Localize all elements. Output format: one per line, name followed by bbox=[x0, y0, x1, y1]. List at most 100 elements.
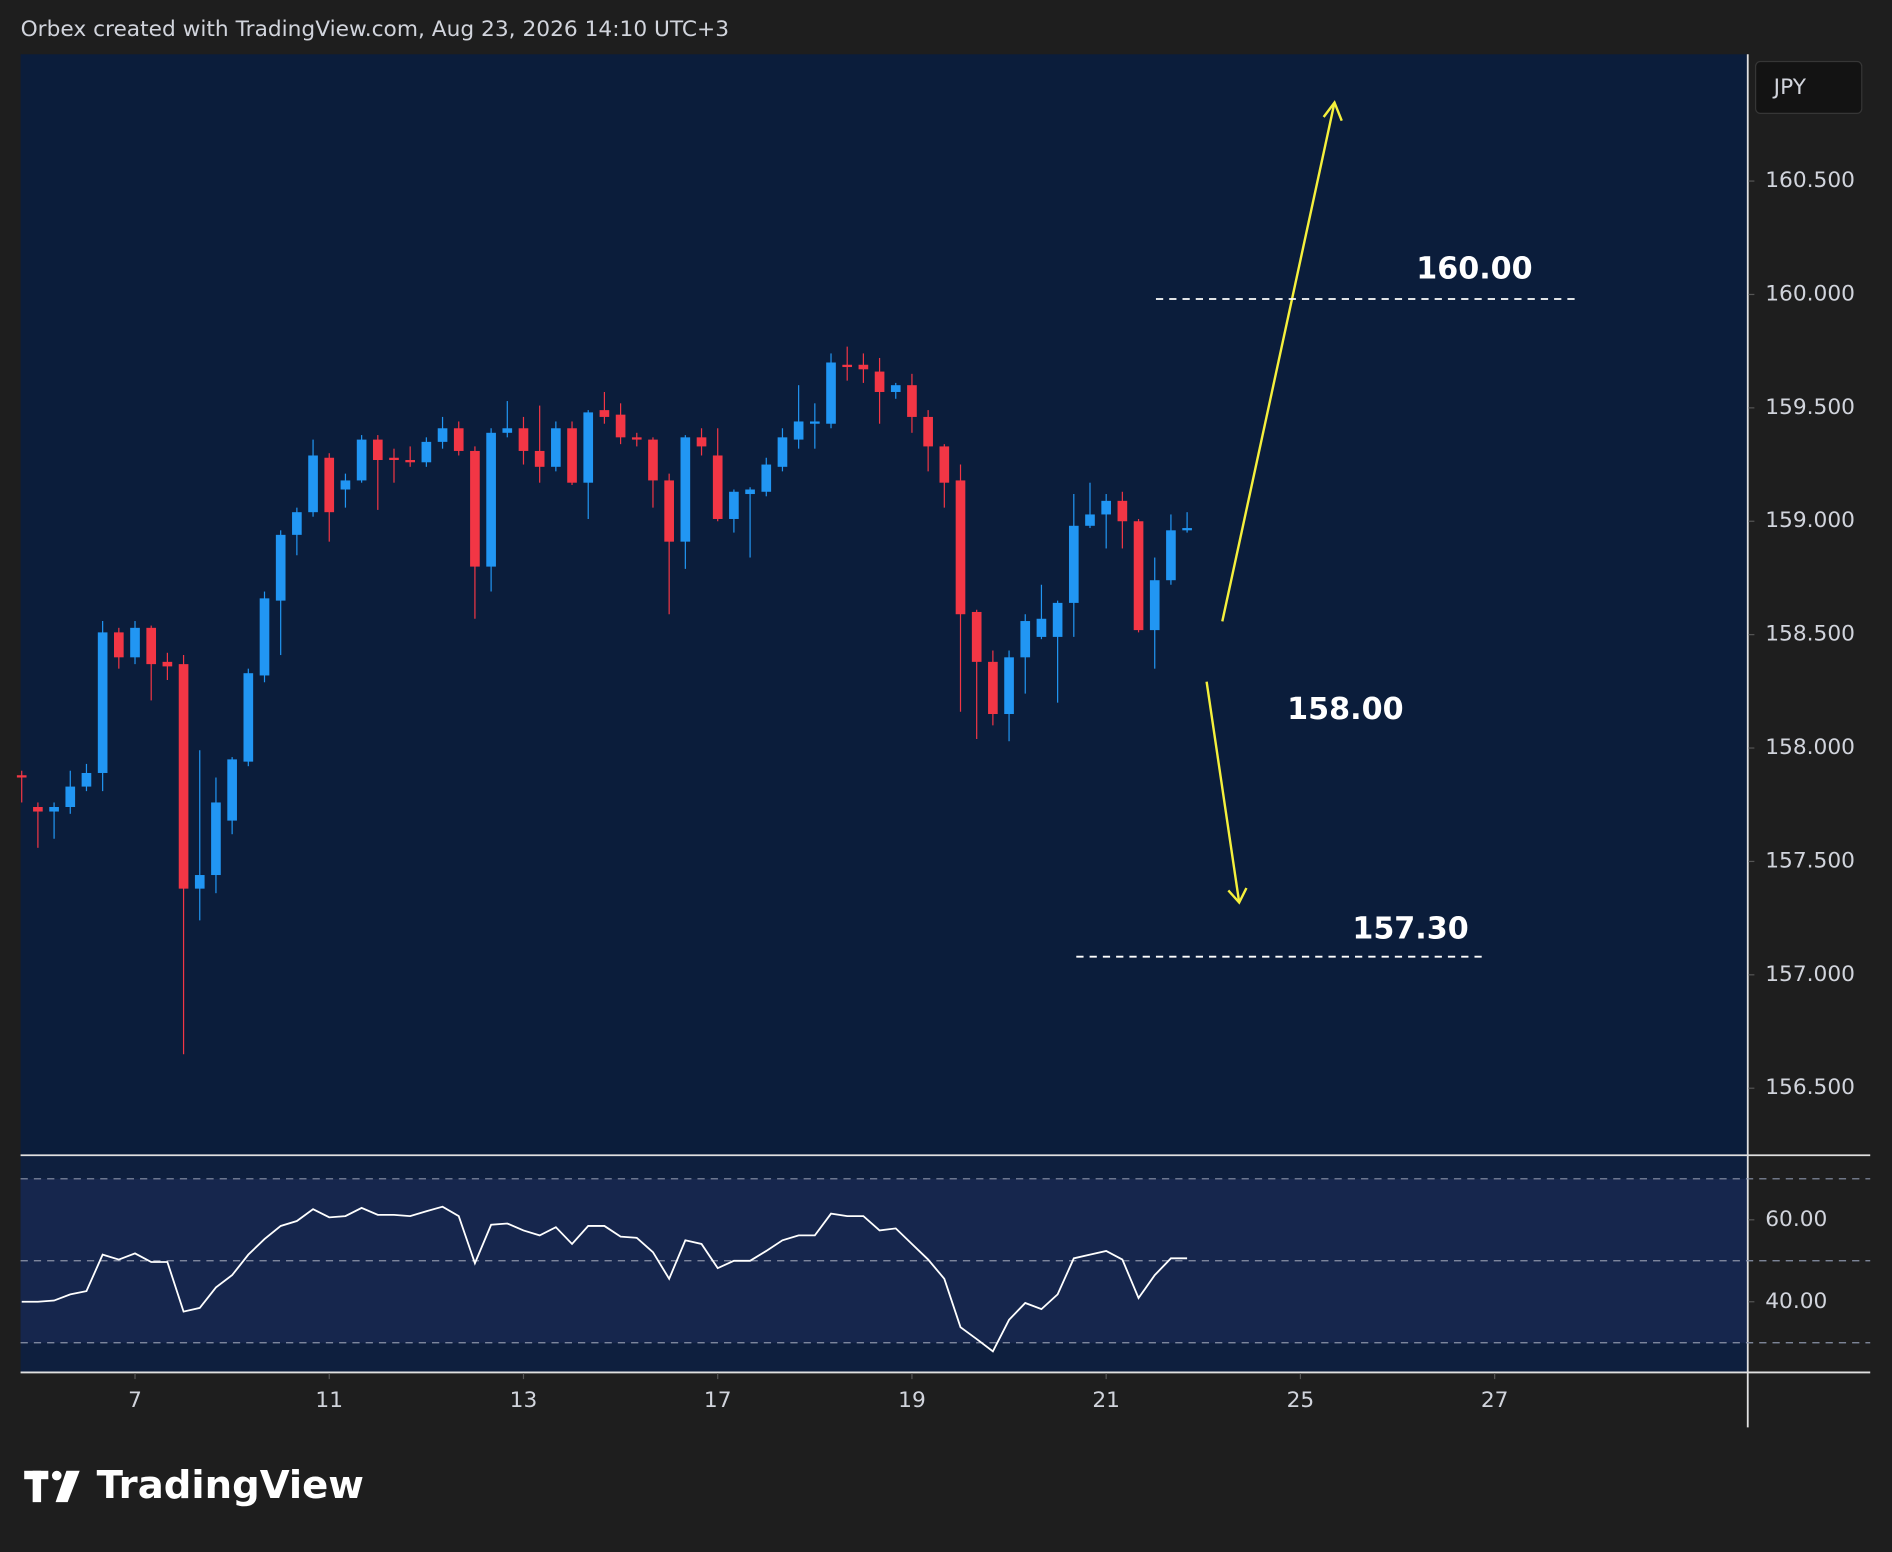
candle-body bbox=[680, 437, 691, 542]
candle-body bbox=[146, 627, 157, 665]
candle-body bbox=[81, 772, 92, 787]
candle-body bbox=[729, 491, 739, 519]
y-tick-label: 160.500 bbox=[1765, 168, 1855, 193]
candle-body bbox=[1085, 514, 1095, 526]
candle-body bbox=[1052, 602, 1063, 637]
y-tick-label: 158.500 bbox=[1765, 622, 1855, 647]
candle-body bbox=[275, 534, 286, 601]
x-tick-label: 11 bbox=[315, 1388, 343, 1413]
candle-body bbox=[227, 759, 237, 821]
arrow-up bbox=[1221, 100, 1343, 622]
y-tick-label: 159.500 bbox=[1765, 395, 1855, 420]
candle-body bbox=[243, 673, 254, 762]
candle-body bbox=[712, 455, 723, 519]
candle-body bbox=[389, 457, 399, 461]
candle-body bbox=[777, 437, 788, 467]
candle-body bbox=[1020, 621, 1031, 658]
candle-body bbox=[49, 807, 59, 812]
candle-body bbox=[631, 437, 642, 440]
candle-body bbox=[551, 428, 561, 467]
candle-body bbox=[486, 432, 496, 567]
y-tick-label: 40.00 bbox=[1765, 1289, 1827, 1314]
candle-body bbox=[1117, 500, 1128, 522]
candle-body bbox=[1166, 530, 1176, 581]
candle-body bbox=[453, 428, 464, 451]
candle-body bbox=[33, 807, 43, 812]
candle-body bbox=[1068, 525, 1079, 603]
candle-body bbox=[761, 464, 772, 492]
candle-body bbox=[308, 455, 318, 513]
candle-body bbox=[65, 786, 76, 808]
candle-body bbox=[858, 364, 869, 370]
annotation: 160.00 bbox=[1416, 252, 1532, 287]
candle-body bbox=[1149, 580, 1160, 631]
y-tick-label: 158.000 bbox=[1765, 735, 1855, 760]
candle-body bbox=[971, 611, 982, 662]
candle-body bbox=[437, 428, 448, 442]
candle-body bbox=[324, 457, 335, 513]
y-tick-label: 157.000 bbox=[1765, 962, 1855, 987]
candle-body bbox=[1133, 521, 1144, 631]
logo-text: TradingView bbox=[97, 1463, 364, 1508]
x-tick-label: 17 bbox=[704, 1388, 732, 1413]
candle-body bbox=[340, 480, 351, 490]
candle-body bbox=[842, 364, 853, 368]
y-tick-label: 160.000 bbox=[1765, 281, 1855, 306]
candle-body bbox=[130, 627, 140, 658]
candle-body bbox=[211, 802, 221, 876]
candle-body bbox=[372, 439, 383, 461]
candle-body bbox=[826, 362, 836, 424]
candle-body bbox=[178, 664, 189, 889]
candle-body bbox=[1004, 657, 1014, 715]
candle-body bbox=[907, 385, 917, 417]
candle-body bbox=[1182, 528, 1192, 531]
candle-body bbox=[648, 439, 658, 481]
candle-body bbox=[567, 428, 577, 483]
candle-body bbox=[421, 441, 432, 463]
candle-body bbox=[97, 632, 108, 773]
candle-body bbox=[793, 421, 804, 440]
candle-body bbox=[923, 416, 933, 447]
candle-body bbox=[955, 480, 966, 615]
candle-body bbox=[1101, 500, 1112, 515]
candle-body bbox=[405, 460, 416, 463]
candle-body bbox=[470, 450, 480, 567]
price-pane bbox=[20, 54, 1748, 1155]
y-tick-label: 60.00 bbox=[1765, 1207, 1827, 1232]
candle-body bbox=[615, 414, 626, 438]
candle-body bbox=[696, 437, 707, 447]
x-tick-label: 25 bbox=[1287, 1388, 1315, 1413]
candle-body bbox=[502, 428, 513, 433]
rsi-line bbox=[21, 1205, 1188, 1353]
x-tick-label: 7 bbox=[128, 1388, 142, 1413]
annotation: 158.00 bbox=[1287, 692, 1403, 727]
candle-body bbox=[292, 512, 302, 535]
candle-body bbox=[356, 439, 367, 481]
candle-body bbox=[1036, 618, 1047, 637]
candle-body bbox=[259, 598, 270, 676]
candle-body bbox=[664, 480, 674, 542]
candle-body bbox=[583, 412, 594, 483]
x-tick-label: 13 bbox=[510, 1388, 538, 1413]
arrow-down bbox=[1205, 681, 1248, 905]
candle-body bbox=[745, 489, 755, 495]
currency-box bbox=[1754, 60, 1863, 115]
y-tick-label: 157.500 bbox=[1765, 848, 1855, 873]
candle-body bbox=[162, 661, 173, 667]
annotation: 157.30 bbox=[1352, 912, 1468, 947]
x-tick-label: 27 bbox=[1481, 1388, 1509, 1413]
header: Orbex created with TradingView.com, Aug … bbox=[21, 17, 729, 42]
candle-body bbox=[16, 775, 27, 778]
currency: JPY bbox=[1772, 75, 1807, 100]
y-tick-label: 159.000 bbox=[1765, 508, 1855, 533]
candle-body bbox=[810, 421, 820, 424]
y-tick-label: 156.500 bbox=[1765, 1075, 1855, 1100]
x-tick-label: 19 bbox=[898, 1388, 926, 1413]
candle-body bbox=[518, 428, 529, 451]
candle-body bbox=[599, 410, 610, 417]
candle-body bbox=[939, 446, 950, 483]
candle-body bbox=[874, 371, 885, 392]
candle-body bbox=[890, 385, 901, 392]
candle-body bbox=[114, 632, 124, 658]
